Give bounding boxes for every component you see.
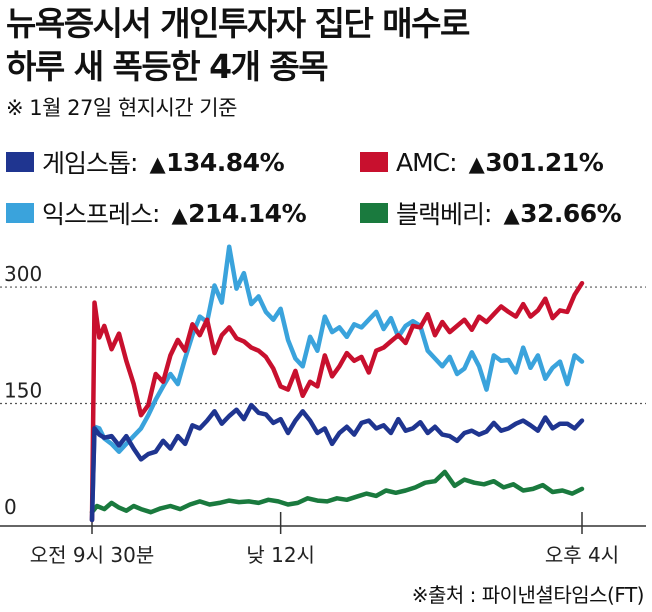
legend-item-gamestop: 게임스톱: 134.84% bbox=[6, 144, 285, 180]
x-tick-label-1: 낮 12시 bbox=[246, 543, 315, 567]
legend-swatch-amc bbox=[360, 152, 388, 172]
legend-label-express: 익스프레스 bbox=[42, 200, 153, 229]
source-note: ※출처 : 파이낸셜타임스(FT) bbox=[411, 583, 645, 607]
legend-item-express: 익스프레스: 214.14% bbox=[6, 195, 307, 231]
x-tick-label-0: 오전 9시 30분 bbox=[30, 543, 155, 567]
series-line-blackberry bbox=[89, 469, 585, 515]
series-line-express bbox=[89, 244, 585, 523]
legend-value-amc: 301.21% bbox=[469, 148, 604, 177]
legend-label-amc: AMC bbox=[396, 147, 450, 177]
legend-label-blackberry: 블랙베리 bbox=[396, 200, 485, 229]
legend-item-blackberry: 블랙베리: 32.66% bbox=[360, 195, 622, 231]
legend-swatch-gamestop bbox=[6, 152, 34, 172]
x-tick-label-2: 오후 4시 bbox=[545, 543, 619, 567]
legend-label-gamestop: 게임스톱 bbox=[42, 149, 131, 178]
series-line-gamestop bbox=[89, 402, 585, 523]
chart-title-line-2: 하루 새 폭등한 4개 종목 bbox=[6, 47, 329, 86]
chart-title-line-1: 뉴욕증시서 개인투자자 집단 매수로 bbox=[6, 4, 470, 43]
y-tick-label-0: 0 bbox=[4, 495, 17, 519]
chart-subtitle: ※ 1월 27일 현지시간 기준 bbox=[6, 96, 237, 120]
legend-swatch-express bbox=[6, 203, 34, 223]
chart-title: 뉴욕증시서 개인투자자 집단 매수로 하루 새 폭등한 4개 종목 bbox=[6, 2, 646, 88]
legend-item-amc: AMC: 301.21% bbox=[360, 144, 604, 180]
y-tick-label-1: 150 bbox=[4, 379, 42, 403]
series-line-amc bbox=[89, 280, 585, 523]
legend-swatch-blackberry bbox=[360, 203, 388, 223]
legend-value-gamestop: 134.84% bbox=[149, 148, 285, 177]
legend-value-blackberry: 32.66% bbox=[503, 199, 622, 228]
y-tick-label-2: 300 bbox=[4, 262, 42, 286]
legend-value-express: 214.14% bbox=[171, 199, 307, 228]
